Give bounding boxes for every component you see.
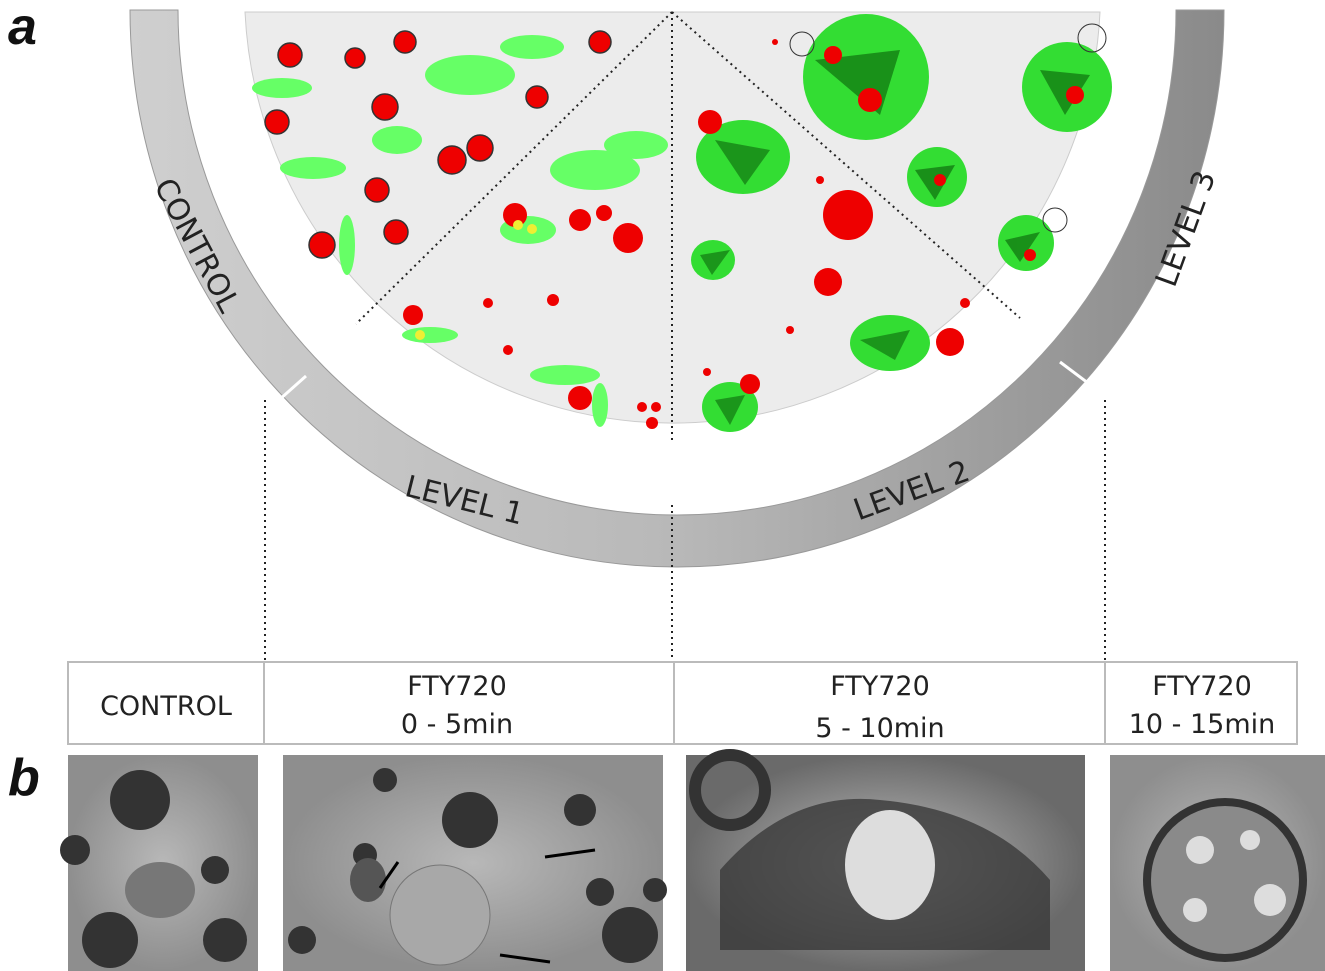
table-grid — [68, 662, 1297, 744]
table-cell: 10 - 15min — [1129, 709, 1276, 740]
figure: a b — [0, 0, 1325, 971]
table-cell: FTY720 — [407, 671, 507, 702]
micrograph — [60, 755, 258, 971]
micrograph — [686, 755, 1085, 971]
table-cell: FTY720 — [830, 671, 930, 702]
panel-label: a — [8, 0, 37, 56]
table-cell: FTY720 — [1152, 671, 1252, 702]
micrograph — [283, 755, 667, 971]
table-cell: 5 - 10min — [815, 713, 944, 744]
table-cell: CONTROL — [100, 691, 232, 722]
table-cell: 0 - 5min — [401, 709, 513, 740]
micrograph — [1110, 755, 1325, 971]
panel-label: b — [8, 749, 40, 807]
